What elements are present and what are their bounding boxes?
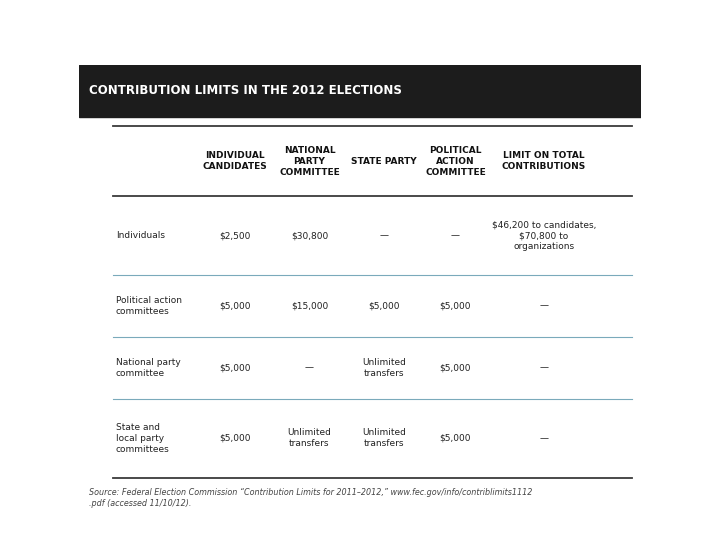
Text: Contribution Limits in the 2012 Elections: Contribution Limits in the 2012 Election… <box>45 40 720 70</box>
Text: —: — <box>539 363 549 373</box>
Text: —: — <box>539 301 549 310</box>
Text: —: — <box>451 231 460 240</box>
Text: $5,000: $5,000 <box>368 301 400 310</box>
Text: Source: Federal Election Commission “Contribution Limits for 2011–2012,” www.fec: Source: Federal Election Commission “Con… <box>89 488 533 508</box>
Text: $5,000: $5,000 <box>440 363 471 373</box>
Text: National party
committee: National party committee <box>116 358 181 378</box>
Text: Unlimited
transfers: Unlimited transfers <box>362 428 406 448</box>
Text: LIMIT ON TOTAL
CONTRIBUTIONS: LIMIT ON TOTAL CONTRIBUTIONS <box>502 151 586 171</box>
Text: $5,000: $5,000 <box>440 434 471 443</box>
Text: $46,200 to candidates,
$70,800 to
organizations: $46,200 to candidates, $70,800 to organi… <box>492 220 596 251</box>
Text: $2,500: $2,500 <box>220 231 251 240</box>
Text: —: — <box>305 363 314 373</box>
Text: POLITICAL
ACTION
COMMITTEE: POLITICAL ACTION COMMITTEE <box>425 146 486 177</box>
Text: —: — <box>379 231 388 240</box>
Text: $5,000: $5,000 <box>220 434 251 443</box>
Text: STATE PARTY: STATE PARTY <box>351 157 417 166</box>
Text: Unlimited
transfers: Unlimited transfers <box>287 428 331 448</box>
Text: $15,000: $15,000 <box>291 301 328 310</box>
Text: State and
local party
committees: State and local party committees <box>116 423 169 454</box>
Bar <box>79 65 641 117</box>
Text: $5,000: $5,000 <box>440 301 471 310</box>
Text: Unlimited
transfers: Unlimited transfers <box>362 358 406 378</box>
Text: Individuals: Individuals <box>116 231 165 240</box>
Text: $5,000: $5,000 <box>220 301 251 310</box>
Text: $30,800: $30,800 <box>291 231 328 240</box>
Text: NATIONAL
PARTY
COMMITTEE: NATIONAL PARTY COMMITTEE <box>279 146 340 177</box>
Text: Political action
committees: Political action committees <box>116 296 181 316</box>
Text: —: — <box>539 434 549 443</box>
Text: INDIVIDUAL
CANDIDATES: INDIVIDUAL CANDIDATES <box>202 151 267 171</box>
Text: CONTRIBUTION LIMITS IN THE 2012 ELECTIONS: CONTRIBUTION LIMITS IN THE 2012 ELECTION… <box>89 84 402 97</box>
Text: $5,000: $5,000 <box>220 363 251 373</box>
